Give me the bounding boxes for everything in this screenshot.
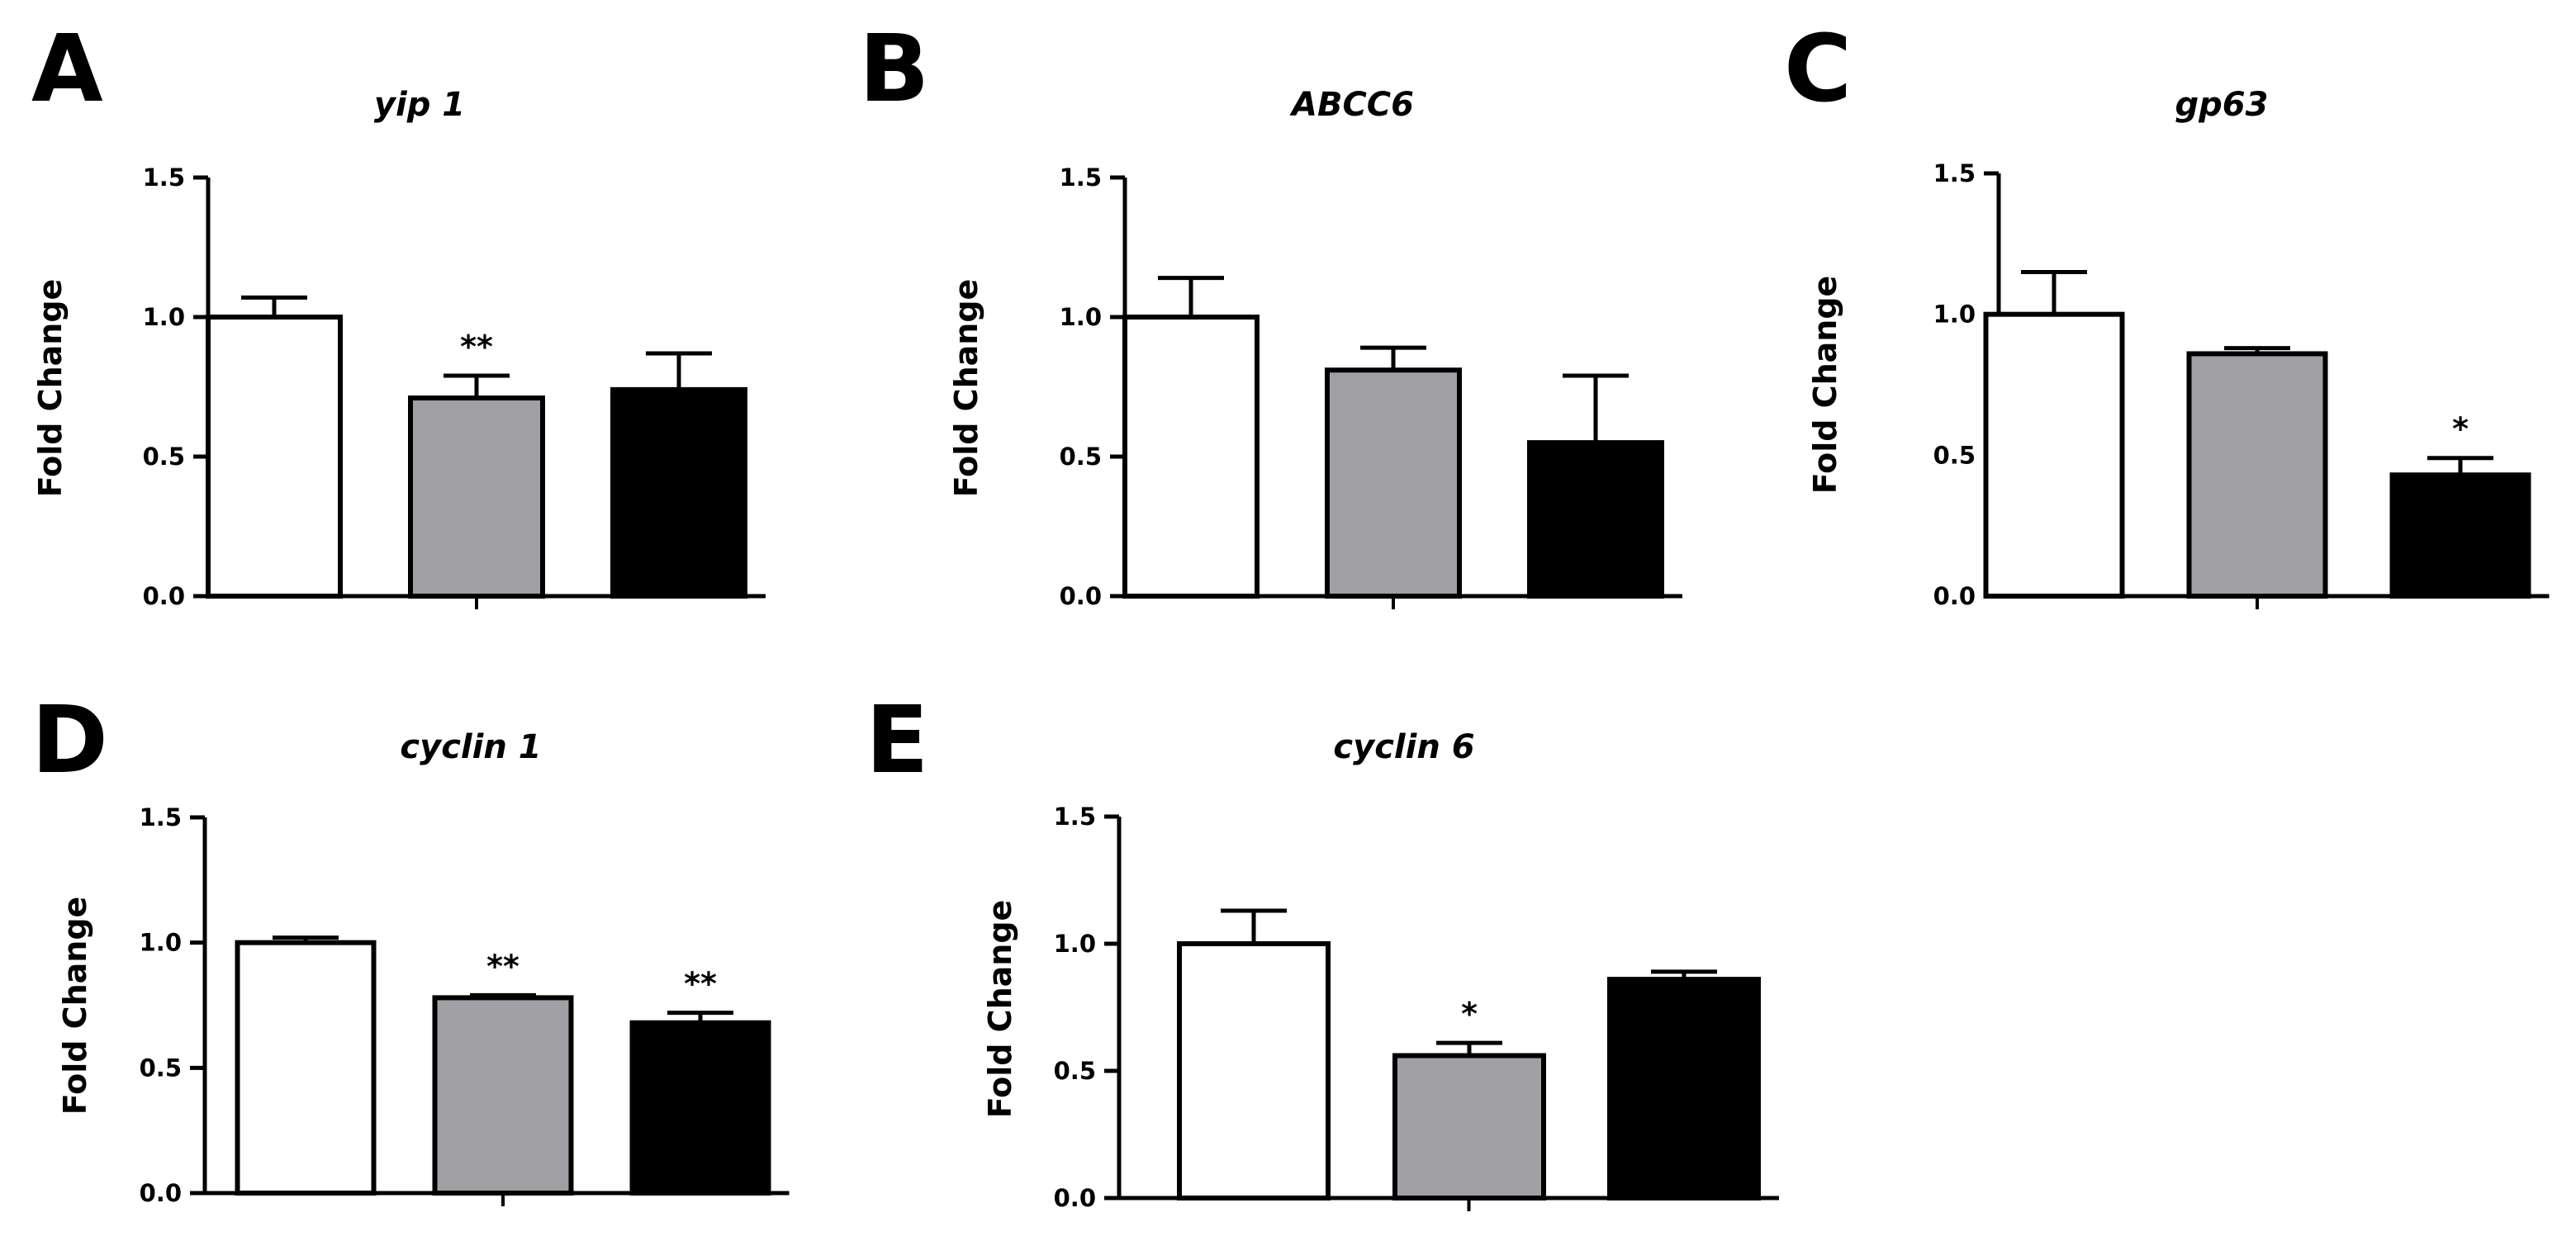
bar: [1983, 311, 2125, 599]
y-axis-label: Fold Change: [948, 279, 984, 498]
chart-title: cyclin 6: [1333, 728, 1474, 766]
y-tick-label: 0.0: [1054, 1184, 1096, 1212]
bar: [1325, 367, 1462, 599]
y-tick-label: 1.0: [1933, 301, 1976, 329]
y-tick-label: 0.5: [1060, 443, 1102, 471]
y-tick-label: 0.5: [1054, 1057, 1096, 1085]
y-tick-label: 1.0: [1054, 930, 1096, 958]
y-tick-label: 0.5: [140, 1054, 182, 1082]
y-tick-label: 0.0: [140, 1179, 182, 1207]
panel-letter: C: [1784, 16, 1852, 123]
bar: [1392, 1053, 1546, 1201]
bar: [408, 395, 545, 599]
bar: [1122, 315, 1260, 599]
y-axis-label: Fold Change: [32, 279, 69, 498]
y-tick-label: 0.0: [143, 582, 185, 610]
y-tick-label: 1.5: [140, 803, 182, 831]
bar: [1527, 440, 1664, 599]
panel-letter: D: [31, 687, 108, 794]
significance-label: **: [486, 948, 519, 984]
bar: [1177, 941, 1331, 1201]
significance-label: **: [460, 329, 493, 365]
y-tick-label: 1.0: [1060, 303, 1102, 331]
y-tick-label: 0.0: [1060, 582, 1102, 610]
bar: [206, 315, 343, 599]
y-axis-label: Fold Change: [982, 900, 1018, 1119]
y-tick-label: 0.5: [1933, 441, 1976, 469]
bar: [2186, 351, 2328, 599]
panel-letter: A: [31, 16, 103, 123]
significance-label: *: [1461, 996, 1478, 1032]
bar: [610, 386, 747, 599]
panel-letter: E: [866, 687, 929, 794]
y-tick-label: 1.5: [143, 163, 185, 192]
y-tick-label: 1.5: [1060, 163, 1102, 192]
y-tick-label: 0.0: [1933, 582, 1976, 610]
significance-label: *: [2452, 411, 2469, 448]
y-tick-label: 1.0: [140, 929, 182, 957]
bar: [2389, 472, 2531, 599]
chart-title: cyclin 1: [400, 728, 541, 766]
bar: [1607, 977, 1761, 1201]
bar: [432, 995, 574, 1196]
y-tick-label: 1.0: [143, 303, 185, 331]
chart-title: yip 1: [374, 86, 465, 124]
bar: [629, 1020, 771, 1196]
y-axis-label: Fold Change: [57, 897, 93, 1115]
chart-title: gp63: [2175, 86, 2269, 124]
panel-letter: B: [859, 16, 929, 123]
y-axis-label: Fold Change: [1807, 276, 1843, 495]
y-tick-label: 1.5: [1933, 159, 1976, 187]
y-tick-label: 0.5: [143, 443, 185, 471]
bar: [235, 940, 377, 1196]
panel-b: B ABCC6 0.0 0.5 1.0 1.5 Fold Change: [859, 16, 1682, 610]
chart-title: ABCC6: [1289, 86, 1414, 124]
significance-label: **: [684, 966, 717, 1002]
y-tick-label: 1.5: [1054, 803, 1096, 831]
